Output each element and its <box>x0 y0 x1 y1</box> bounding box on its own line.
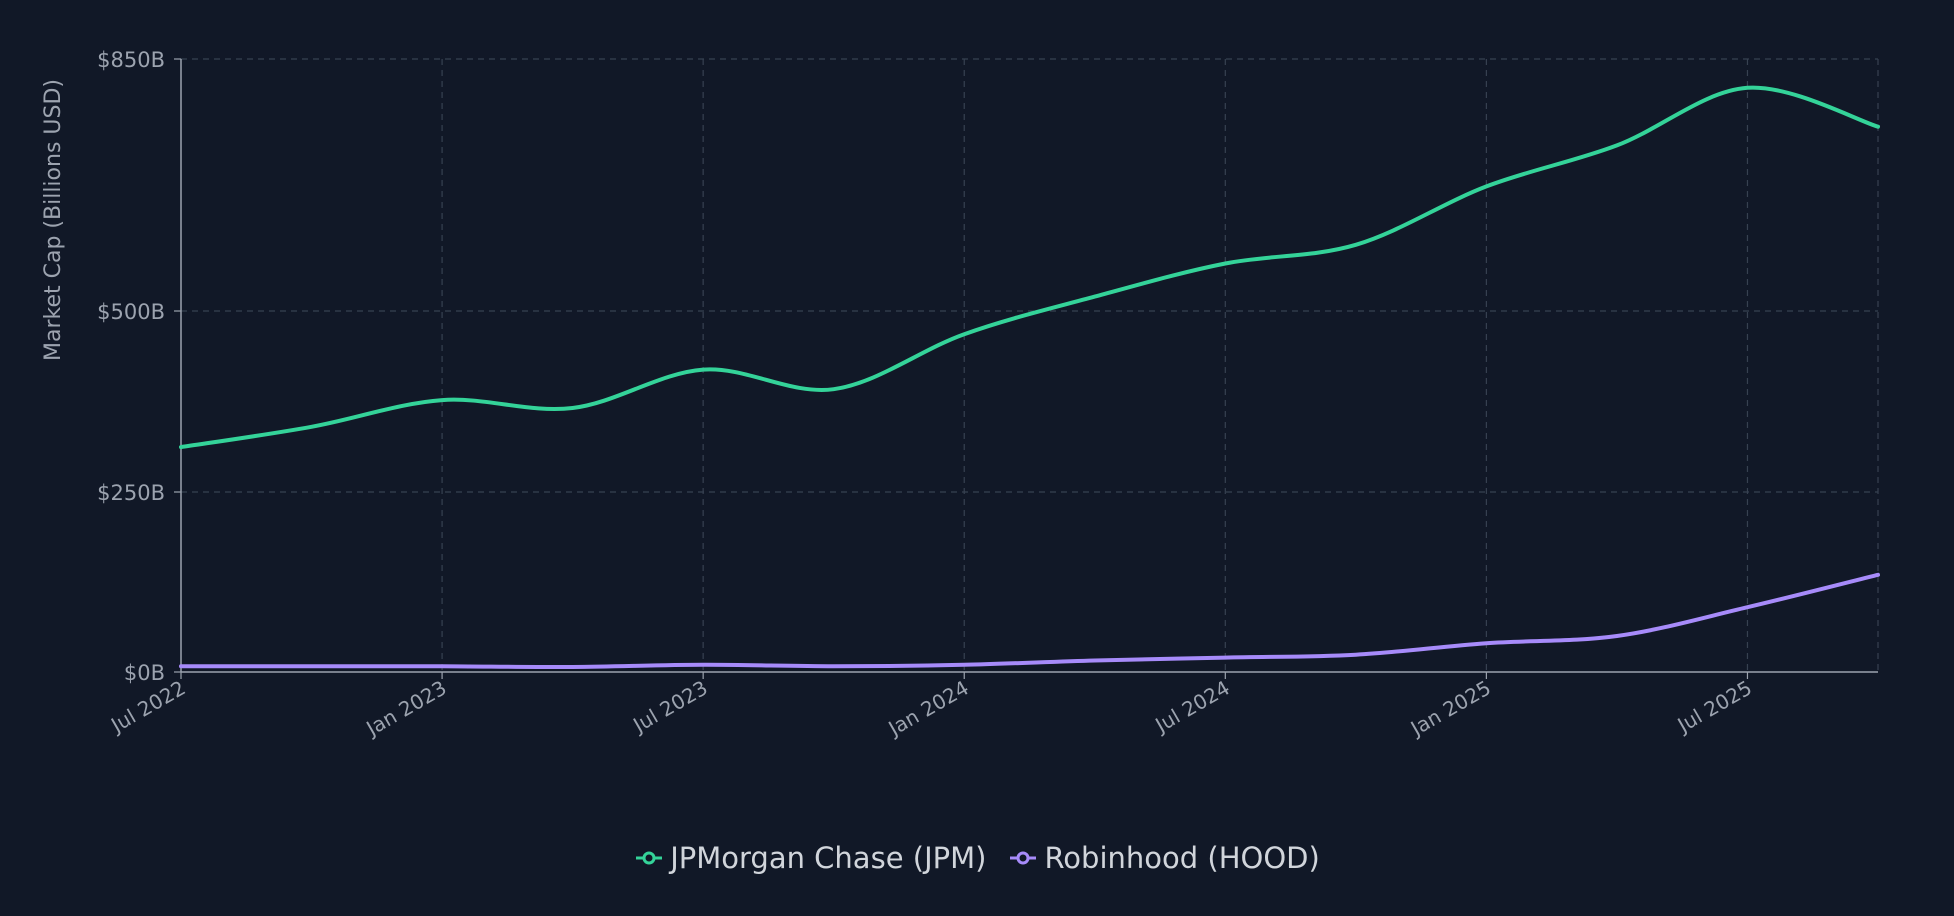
x-tick-label: Jul 2025 <box>1672 676 1756 738</box>
series-line-jpm[interactable] <box>179 85 1880 450</box>
legend-marker-jpm-icon <box>636 851 663 865</box>
y-tick-label: $250B <box>97 481 165 505</box>
y-tick-label: $850B <box>97 48 165 72</box>
x-tick-label: Jan 2024 <box>883 676 973 742</box>
legend: JPMorgan Chase (JPM) Robinhood (HOOD) <box>0 838 1954 878</box>
legend-item-hood[interactable]: Robinhood (HOOD) <box>1008 838 1320 878</box>
y-axis-title: Market Cap (Billions USD) <box>41 79 66 361</box>
x-tick-label: Jan 2023 <box>361 676 451 742</box>
legend-marker-hood-icon <box>1010 851 1037 865</box>
legend-item-jpm[interactable]: JPMorgan Chase (JPM) <box>634 838 986 878</box>
series-lines <box>179 85 1880 670</box>
y-tick-label: $0B <box>124 661 165 685</box>
grid-lines <box>181 58 1879 672</box>
legend-label-jpm: JPMorgan Chase (JPM) <box>670 841 987 875</box>
y-axis-ticks: $0B $250B $500B $850B <box>97 48 181 685</box>
x-axis-ticks: Jul 2022 Jan 2023 Jul 2023 Jan 2024 Jul 2024… <box>105 672 1756 741</box>
series-line-hood[interactable] <box>179 572 1880 670</box>
legend-label-hood: Robinhood (HOOD) <box>1044 841 1320 875</box>
x-tick-label: Jul 2024 <box>1150 676 1234 738</box>
x-tick-label: Jan 2025 <box>1405 676 1495 742</box>
y-tick-label: $500B <box>97 300 165 324</box>
x-tick-label: Jul 2023 <box>627 676 711 738</box>
axes <box>180 59 1878 673</box>
